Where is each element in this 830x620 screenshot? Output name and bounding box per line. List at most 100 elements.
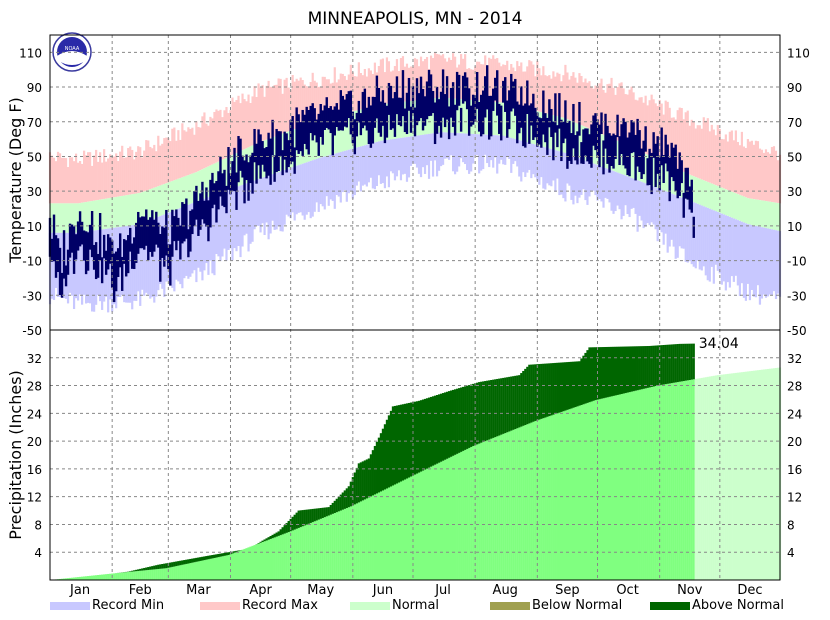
- normal-precip-bar: [101, 574, 104, 580]
- record-min-bar: [702, 206, 705, 267]
- above-normal-bar: [219, 553, 222, 557]
- normal-precip-bar: [391, 485, 395, 580]
- above-normal-bar: [672, 344, 675, 383]
- record-max-bar: [131, 149, 134, 195]
- record-max-bar: [305, 86, 308, 125]
- normal-precip-bar: [433, 464, 437, 580]
- record-min-bar: [532, 144, 535, 175]
- record-min-bar: [437, 132, 441, 171]
- normal-precip-bar: [662, 384, 665, 580]
- above-normal-bar: [590, 347, 593, 402]
- above-normal-bar: [572, 361, 575, 408]
- normal-precip-bar: [628, 392, 631, 580]
- above-normal-bar: [500, 378, 503, 435]
- record-max-bar: [472, 69, 475, 101]
- record-min-bar: [746, 224, 750, 284]
- record-min-bar: [696, 203, 699, 261]
- actual-temperature-bar: [451, 82, 455, 127]
- normal-precip-bar: [325, 516, 328, 580]
- normal-precip-bar: [415, 473, 419, 580]
- record-min-bar: [762, 227, 766, 295]
- normal-precip-bar: [710, 376, 713, 580]
- record-max-bar: [355, 76, 358, 111]
- record-min-bar: [335, 153, 338, 196]
- actual-temperature-bar: [357, 100, 361, 123]
- record-min-bar: [123, 226, 126, 303]
- above-normal-bar: [417, 400, 421, 473]
- record-min-bar: [317, 158, 320, 212]
- actual-temperature-bar: [492, 88, 495, 111]
- actual-temperature-bar: [94, 242, 98, 280]
- actual-temperature-bar: [602, 140, 605, 175]
- actual-temperature-bar: [221, 173, 224, 206]
- precip-tick-label-right: 32: [787, 352, 802, 366]
- actual-temperature-bar: [379, 101, 383, 137]
- record-min-bar: [668, 192, 671, 247]
- record-max-bar: [189, 128, 192, 175]
- above-normal-bar: [660, 345, 663, 385]
- actual-temperature-bar: [570, 133, 573, 164]
- above-normal-bar: [369, 454, 372, 497]
- record-max-bar: [598, 83, 601, 134]
- record-min-bar: [279, 171, 282, 232]
- above-normal-bar: [624, 346, 627, 394]
- normal-precip-bar: [153, 569, 156, 580]
- record-max-bar: [157, 135, 160, 187]
- actual-temperature-bar: [64, 265, 68, 287]
- above-normal-bar: [602, 347, 605, 399]
- record-min-bar: [329, 154, 332, 200]
- record-max-bar: [267, 80, 270, 139]
- record-min-bar: [381, 140, 385, 184]
- record-min-bar: [449, 132, 453, 156]
- normal-precip-bar: [445, 458, 449, 580]
- record-min-bar: [492, 135, 495, 168]
- normal-precip-bar: [70, 577, 74, 580]
- normal-precip-bar: [602, 398, 605, 580]
- above-normal-bar: [574, 361, 577, 408]
- actual-temperature-bar: [295, 107, 298, 151]
- normal-precip-bar: [437, 462, 441, 580]
- normal-precip-bar: [191, 562, 194, 580]
- above-normal-bar: [562, 362, 565, 412]
- normal-precip-bar: [480, 442, 483, 580]
- above-normal-bar: [445, 391, 449, 459]
- record-min-bar: [506, 136, 509, 158]
- record-min-bar: [650, 185, 653, 223]
- normal-precip-bar: [435, 463, 439, 580]
- actual-temperature-bar: [373, 96, 377, 128]
- normal-precip-bar: [732, 373, 735, 580]
- record-min-bar: [331, 154, 334, 201]
- record-max-bar: [762, 152, 766, 201]
- record-min-bar: [720, 213, 723, 285]
- actual-temperature-bar: [490, 95, 493, 137]
- actual-temperature-bar: [345, 94, 349, 128]
- above-normal-bar: [225, 552, 228, 556]
- actual-temperature-bar: [554, 93, 557, 133]
- record-min-bar: [680, 197, 683, 249]
- normal-precip-bar: [177, 565, 180, 580]
- actual-temperature-bar: [393, 92, 397, 137]
- record-max-bar: [413, 58, 417, 101]
- actual-temperature-bar: [654, 143, 657, 188]
- above-normal-bar: [642, 346, 645, 389]
- normal-precip-bar: [622, 393, 625, 580]
- actual-temperature-bar: [60, 272, 64, 298]
- record-min-bar: [528, 142, 531, 170]
- record-max-bar: [125, 157, 128, 196]
- actual-temperature-bar: [630, 120, 633, 154]
- normal-precip-bar: [522, 425, 525, 580]
- record-min-bar: [722, 214, 725, 282]
- normal-precip-bar: [349, 506, 352, 580]
- normal-precip-bar: [265, 540, 268, 580]
- actual-temperature-bar: [640, 148, 643, 179]
- record-min-bar: [620, 174, 623, 220]
- record-min-bar: [462, 133, 465, 163]
- actual-temperature-bar: [375, 75, 379, 119]
- record-max-bar: [95, 149, 98, 201]
- actual-temperature-bar: [660, 127, 663, 166]
- normal-precip-bar: [125, 572, 128, 580]
- record-min-bar: [363, 145, 366, 185]
- record-min-bar: [504, 136, 507, 165]
- record-min-bar: [393, 138, 397, 181]
- actual-temperature-bar: [574, 135, 577, 161]
